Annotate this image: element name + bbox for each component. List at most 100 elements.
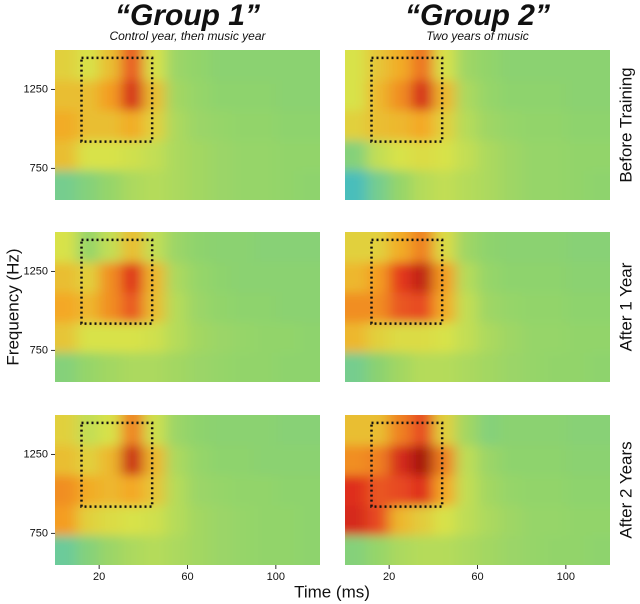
heatmap-cell bbox=[521, 262, 545, 293]
heatmap-cell bbox=[499, 232, 523, 263]
heatmap-cell bbox=[543, 445, 567, 476]
heatmap-cell bbox=[411, 170, 434, 200]
heatmap-cell bbox=[389, 140, 412, 171]
heatmap-cells bbox=[55, 232, 320, 382]
heatmap-cell bbox=[77, 475, 100, 506]
heatmap-cell bbox=[165, 262, 188, 293]
heatmap-cell bbox=[297, 445, 320, 476]
heatmap-cell bbox=[411, 505, 434, 536]
heatmap-cell bbox=[121, 445, 144, 476]
heatmap-cell bbox=[187, 262, 211, 293]
heatmap-cell bbox=[275, 535, 299, 565]
heatmap-cell bbox=[55, 352, 78, 382]
heatmap-cell bbox=[565, 292, 589, 323]
heatmap-cell bbox=[143, 170, 166, 200]
heatmap-cell bbox=[55, 170, 78, 200]
heatmap-cell bbox=[209, 80, 233, 111]
heatmap-cell bbox=[543, 232, 567, 263]
heatmap-cell bbox=[275, 262, 299, 293]
heatmap-cell bbox=[455, 505, 478, 536]
heatmap-cell bbox=[389, 50, 412, 81]
heatmap-cell bbox=[543, 80, 567, 111]
heatmap-cell bbox=[209, 170, 233, 200]
heatmap-cell bbox=[477, 232, 501, 263]
heatmap-cell bbox=[565, 110, 589, 141]
heatmap-cell bbox=[231, 352, 255, 382]
heatmap-cell bbox=[499, 110, 523, 141]
heatmap-cell bbox=[565, 322, 589, 353]
x-tick-label: 20 bbox=[93, 571, 105, 583]
heatmap-cell bbox=[253, 352, 277, 382]
heatmap-cell bbox=[231, 50, 255, 81]
y-axis-label: Frequency (Hz) bbox=[3, 248, 22, 365]
heatmap-cell bbox=[165, 475, 188, 506]
heatmap-cell bbox=[143, 505, 166, 536]
heatmap-cell bbox=[389, 322, 412, 353]
heatmap-cell bbox=[77, 80, 100, 111]
heatmap-cell bbox=[389, 170, 412, 200]
heatmap-cell bbox=[165, 232, 188, 263]
heatmap-cell bbox=[55, 445, 78, 476]
heatmap-cells bbox=[345, 50, 610, 200]
heatmap-cell bbox=[455, 140, 478, 171]
heatmap-cell bbox=[433, 352, 456, 382]
heatmap-cell bbox=[587, 445, 610, 476]
row-label: Before Training bbox=[616, 67, 635, 182]
heatmap-cell bbox=[433, 80, 456, 111]
heatmap-cell bbox=[499, 445, 523, 476]
heatmap-cell bbox=[543, 292, 567, 323]
heatmap-cell bbox=[411, 415, 434, 446]
heatmap-cell bbox=[143, 262, 166, 293]
heatmap-cell bbox=[543, 505, 567, 536]
heatmap-cell bbox=[565, 535, 589, 565]
heatmap-cell bbox=[543, 262, 567, 293]
heatmap-cell bbox=[77, 535, 100, 565]
heatmap-cell bbox=[55, 475, 78, 506]
heatmap-cell bbox=[121, 232, 144, 263]
heatmap-cell bbox=[99, 415, 122, 446]
heatmap-cell bbox=[411, 110, 434, 141]
heatmap-cell bbox=[143, 80, 166, 111]
heatmap-cell bbox=[477, 262, 501, 293]
heatmap-cell bbox=[433, 232, 456, 263]
heatmap-cell bbox=[209, 50, 233, 81]
heatmap-cell bbox=[433, 140, 456, 171]
heatmap-cell bbox=[55, 262, 78, 293]
heatmap-cell bbox=[455, 445, 478, 476]
heatmap-cell bbox=[55, 505, 78, 536]
heatmap-cell bbox=[209, 322, 233, 353]
heatmap-cell bbox=[565, 50, 589, 81]
heatmap-cell bbox=[297, 535, 320, 565]
heatmap-cell bbox=[165, 140, 188, 171]
heatmap-cell bbox=[521, 445, 545, 476]
heatmap-cell bbox=[253, 262, 277, 293]
heatmap-cell bbox=[543, 50, 567, 81]
heatmap-cell bbox=[345, 292, 368, 323]
heatmap-cell bbox=[521, 475, 545, 506]
heatmap-cell bbox=[499, 352, 523, 382]
heatmap-cell bbox=[433, 535, 456, 565]
heatmap-cell bbox=[411, 475, 434, 506]
heatmap-cell bbox=[477, 110, 501, 141]
heatmap-cell bbox=[99, 292, 122, 323]
heatmap-cell bbox=[433, 505, 456, 536]
heatmap-cell bbox=[55, 232, 78, 263]
heatmap-cell bbox=[433, 170, 456, 200]
heatmap-cell bbox=[411, 292, 434, 323]
heatmap-cell bbox=[521, 292, 545, 323]
heatmap-cell bbox=[77, 262, 100, 293]
heatmap-cell bbox=[99, 170, 122, 200]
heatmap-cell bbox=[121, 292, 144, 323]
heatmap-cell bbox=[77, 110, 100, 141]
heatmap-cell bbox=[253, 505, 277, 536]
heatmap-cell bbox=[367, 445, 390, 476]
heatmap-cell bbox=[587, 140, 610, 171]
heatmap-cell bbox=[565, 232, 589, 263]
heatmap-cell bbox=[275, 232, 299, 263]
heatmap-cell bbox=[231, 322, 255, 353]
heatmap-cell bbox=[55, 140, 78, 171]
roi-box bbox=[370, 238, 444, 325]
heatmap-cell bbox=[165, 535, 188, 565]
heatmap-cell bbox=[187, 535, 211, 565]
